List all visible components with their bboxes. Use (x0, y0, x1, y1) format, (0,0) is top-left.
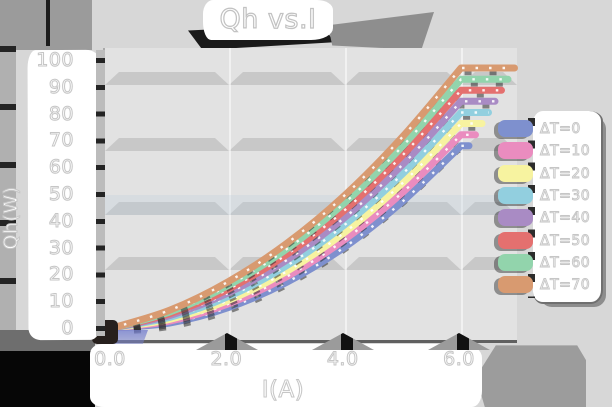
y-tick-label: 70 (48, 129, 74, 152)
y-tick-shadows (96, 50, 105, 336)
legend-label: ΔT=0 (540, 121, 581, 138)
shadow-left-column (0, 46, 16, 336)
horizontal-gridline-band (105, 202, 229, 215)
legend-label: ΔT=50 (540, 232, 591, 249)
curve-ΔT=30 (108, 109, 492, 332)
y-tick-label: 10 (48, 290, 74, 313)
y-axis-title: Qh(W) (0, 186, 23, 250)
horizontal-gridline-band (345, 72, 461, 85)
y-tick-label: 50 (48, 183, 74, 206)
y-tick-label: 90 (48, 75, 74, 98)
x-tick-label: 0.0 (94, 348, 126, 371)
horizontal-gridline-band (105, 138, 229, 151)
legend-label: ΔT=20 (540, 165, 591, 182)
x-tick-label: 6.0 (443, 348, 475, 371)
shadow-bottom-right-wedge (476, 345, 586, 407)
horizontal-gridline-band (229, 138, 345, 151)
title-panel: Qh vs.I (203, 0, 333, 40)
title-shadow-gray (328, 12, 434, 50)
legend-label: ΔT=40 (540, 210, 591, 227)
x-tick-label: 2.0 (210, 348, 243, 371)
curves-svg (108, 64, 518, 336)
y-tick-label: 80 (48, 102, 74, 125)
legend-label: ΔT=70 (540, 277, 591, 294)
curve-ΔT=70 (111, 66, 515, 330)
shadow-top-left-line (46, 0, 50, 46)
y-tick-label: 60 (48, 156, 74, 179)
curve-ΔT=60 (111, 78, 508, 330)
legend-panel (533, 111, 603, 304)
legend-swatch (498, 186, 533, 204)
y-tick-label: 0 (61, 317, 74, 340)
legend-swatch (498, 276, 533, 294)
curve-ΔT=0 (111, 144, 469, 330)
tint-strip (105, 195, 517, 215)
horizontal-gridline-band (105, 257, 229, 270)
legend-swatch (498, 209, 533, 227)
vertical-gridline (461, 48, 463, 340)
y-tick-label: 30 (48, 236, 74, 259)
legend-swatch (498, 164, 533, 182)
legend-edge-shadows (528, 118, 535, 298)
legend-swatch (498, 253, 533, 271)
legend-label: ΔT=60 (540, 254, 591, 271)
x-axis-panel (90, 344, 482, 407)
legend-label: ΔT=30 (540, 187, 591, 204)
chart-title: Qh vs.I (219, 3, 317, 35)
y-tick-label: 20 (48, 263, 74, 286)
horizontal-gridline-band (345, 257, 461, 270)
horizontal-gridline-band (229, 202, 345, 215)
x-axis-title: I(A) (261, 377, 305, 404)
legend-label: ΔT=10 (540, 143, 591, 160)
legend-swatch (498, 142, 533, 160)
vertical-gridline (229, 48, 231, 340)
horizontal-gridline-band (229, 72, 345, 85)
shadow-bottom-left-black (0, 351, 95, 407)
legend-swatch (498, 231, 533, 249)
y-tick-label: 40 (48, 209, 74, 232)
y-tick-label: 100 (36, 49, 74, 72)
legend-swatch (498, 120, 533, 137)
plot-area (103, 48, 518, 343)
horizontal-gridline-band (105, 72, 229, 85)
x-tick-label: 4.0 (326, 348, 359, 371)
curve-ΔT=40 (111, 100, 495, 330)
